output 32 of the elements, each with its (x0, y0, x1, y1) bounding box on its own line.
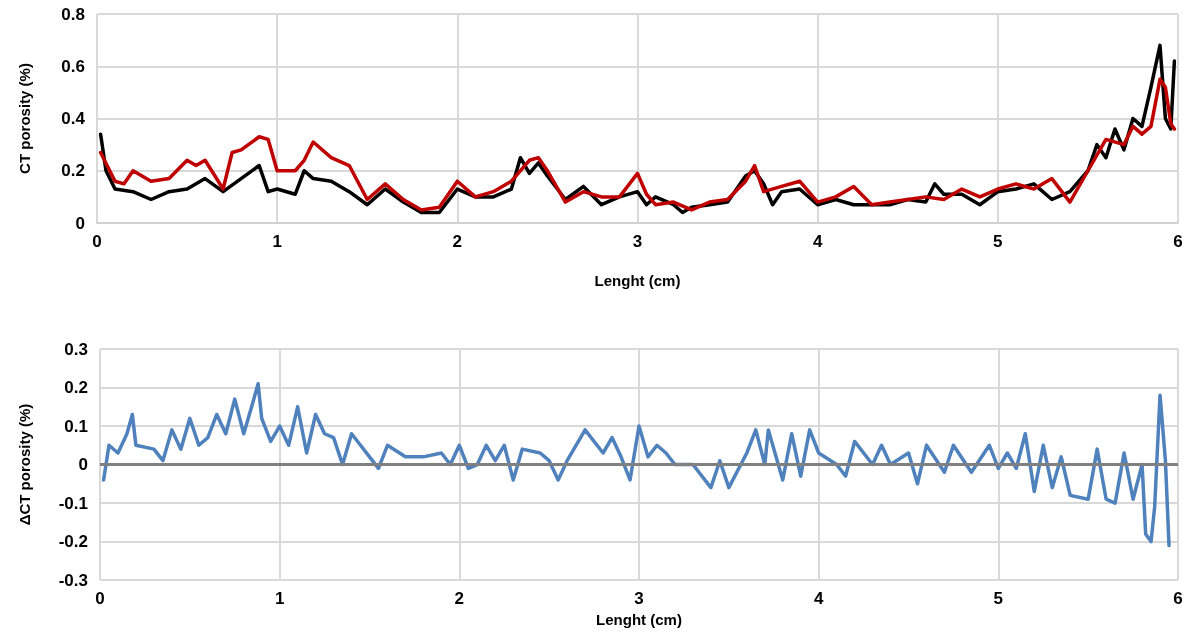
y-tick-label: -0.1 (58, 493, 88, 513)
y-tick-label: 0.6 (61, 56, 85, 76)
x-tick-label: 3 (632, 232, 643, 251)
y-tick-label: 0.1 (64, 416, 88, 436)
y-tick-label: 0.3 (64, 339, 88, 359)
x-tick-label: 3 (634, 589, 644, 609)
y-tick-label: -0.3 (58, 570, 88, 590)
x-tick-label: 5 (993, 232, 1003, 251)
x-tick-label: 4 (813, 589, 824, 609)
x-tick-label: 6 (1173, 232, 1183, 251)
y-tick-label: 0.2 (61, 161, 85, 181)
y-tick-label: 0 (75, 213, 85, 233)
line-series (101, 381, 1171, 548)
x-axis-title: Lenght (cm) (594, 272, 681, 289)
x-tick-label: 1 (274, 589, 285, 609)
y-tick-label: 0.8 (61, 4, 85, 24)
x-tick-label: 0 (95, 589, 105, 609)
x-tick-label: 4 (812, 232, 823, 251)
x-tick-label: 2 (452, 232, 463, 251)
x-tick-label: 0 (92, 232, 102, 251)
x-tick-label: 2 (454, 589, 465, 609)
x-tick-label: 6 (1173, 589, 1183, 609)
y-tick-label: 0.2 (64, 378, 88, 398)
y-tick-label: 0 (78, 455, 88, 475)
x-axis-title: Lenght (cm) (596, 611, 682, 628)
y-axis-title: CT porosity (%) (16, 63, 33, 174)
y-tick-label: -0.2 (58, 532, 88, 552)
y-axis-title: ΔCT porosity (%) (16, 403, 33, 526)
y-tick-label: 0.4 (61, 109, 86, 128)
line-series (98, 77, 1177, 212)
x-tick-label: 5 (993, 589, 1004, 609)
x-tick-label: 1 (272, 232, 282, 251)
